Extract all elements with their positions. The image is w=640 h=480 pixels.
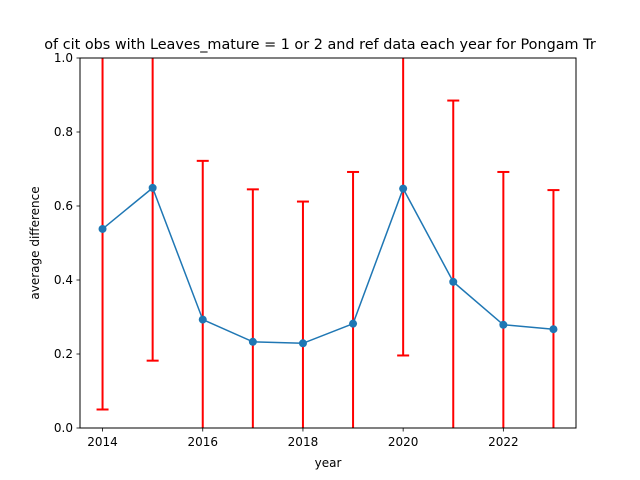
y-tick-label: 1.0 (54, 51, 73, 65)
data-series (98, 183, 558, 348)
x-tick-label: 2014 (87, 435, 118, 449)
data-point (549, 325, 558, 334)
y-axis-ticks: 0.0 0.2 0.4 0.6 0.8 1.0 (54, 51, 80, 435)
x-tick-label: 2016 (187, 435, 218, 449)
data-point (499, 320, 508, 329)
y-tick-label: 0.6 (54, 199, 73, 213)
y-tick-label: 0.2 (54, 347, 73, 361)
data-point (349, 319, 358, 328)
chart-title: of cit obs with Leaves_mature = 1 or 2 a… (44, 37, 596, 53)
data-point (399, 184, 408, 193)
data-point (298, 339, 307, 348)
data-point (248, 337, 257, 346)
data-point (198, 315, 207, 324)
x-axis-label: year (315, 456, 342, 470)
x-axis-ticks: 2014 2016 2018 2020 2022 (87, 428, 519, 449)
y-tick-label: 0.4 (54, 273, 73, 287)
data-point (148, 183, 157, 192)
x-tick-label: 2020 (388, 435, 419, 449)
x-tick-label: 2022 (488, 435, 519, 449)
plot-area (80, 58, 576, 428)
plot-frame (79, 57, 577, 429)
error-bars (96, 58, 560, 428)
y-tick-label: 0.0 (54, 421, 73, 435)
y-tick-label: 0.8 (54, 125, 73, 139)
series-line (102, 186, 554, 345)
y-axis-label: average difference (28, 186, 42, 299)
data-point (98, 224, 107, 233)
x-tick-label: 2018 (288, 435, 319, 449)
data-point (449, 277, 458, 286)
